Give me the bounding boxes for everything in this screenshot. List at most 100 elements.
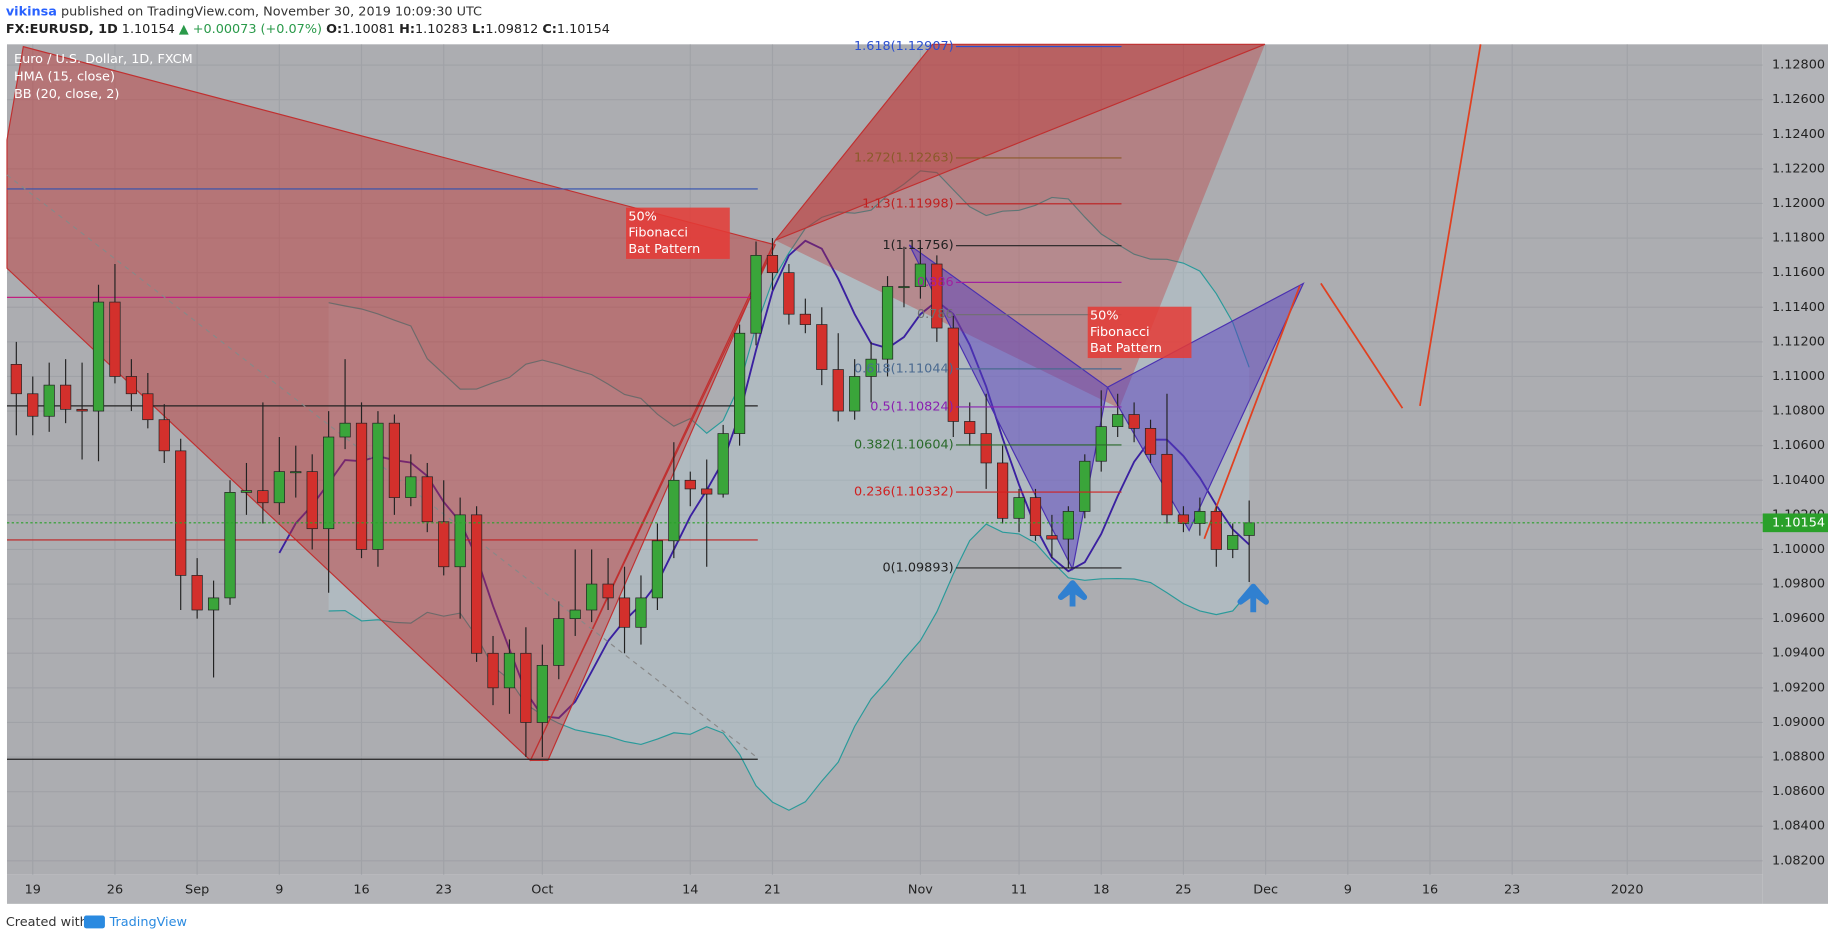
x-tick-label: 25 — [1175, 882, 1191, 897]
fib-label: 1.618(1.12907) — [854, 39, 954, 54]
quote-line: FX:EURUSD, 1D 1.10154 ▲ +0.00073 (+0.07%… — [6, 22, 610, 37]
y-tick-label: 1.09400 — [1772, 646, 1825, 661]
candle-body — [388, 422, 400, 498]
x-tick-label: Dec — [1253, 882, 1278, 897]
candle-body — [536, 665, 548, 723]
last: 1.10154 — [122, 22, 175, 37]
h-label: H: — [399, 22, 415, 37]
y-tick-label: 1.10400 — [1772, 473, 1825, 488]
candle-body — [931, 263, 943, 329]
candle-body — [257, 490, 269, 504]
y-tick-label: 1.08200 — [1772, 853, 1825, 868]
annotation-text: 50% — [628, 209, 656, 224]
annotation-text: Bat Pattern — [1090, 341, 1162, 356]
legend-item: HMA (15, close) — [14, 69, 115, 84]
candle-body — [240, 490, 253, 493]
c: 1.10154 — [557, 22, 610, 37]
time-axis — [6, 874, 1763, 904]
candle-body — [766, 255, 779, 274]
candle-body — [997, 462, 1009, 519]
candle-body — [487, 652, 499, 689]
last-price-label: 1.10154 — [1772, 515, 1825, 530]
bat-bcd — [1106, 282, 1305, 532]
x-tick-label: 2020 — [1611, 882, 1644, 897]
projection-line — [1203, 285, 1301, 540]
pattern-right — [529, 43, 1266, 761]
candle-body — [668, 479, 680, 542]
candle-body — [553, 618, 565, 666]
last-price-box — [1762, 513, 1828, 533]
candle-body — [306, 471, 318, 530]
candle-body — [1194, 511, 1206, 524]
annotation-text: Fibonacci — [628, 226, 688, 241]
x-tick-label: 26 — [107, 882, 123, 897]
candle-body — [980, 433, 992, 464]
y-tick-label: 1.09800 — [1772, 577, 1825, 592]
logo — [83, 915, 105, 929]
candle-body — [865, 358, 877, 377]
candle-body — [1112, 414, 1124, 427]
x-tick-label: 23 — [1504, 882, 1520, 897]
arrow — [1237, 583, 1269, 613]
candle-body — [1227, 535, 1239, 550]
published: published on TradingView.com, November 3… — [57, 4, 482, 19]
candle-body — [1128, 414, 1140, 429]
y-tick-label: 1.10000 — [1772, 542, 1825, 557]
y-tick-label: 1.12000 — [1772, 196, 1825, 211]
candle-body — [109, 301, 121, 377]
fib-label: 0.618(1.11044) — [854, 361, 954, 376]
candle-body — [339, 422, 351, 438]
x-tick-label: 16 — [353, 882, 369, 897]
fib-label: 1(1.11756) — [883, 238, 954, 253]
candle-body — [733, 332, 746, 434]
candle-body — [1046, 535, 1058, 540]
x-tick-label: Nov — [908, 882, 933, 897]
candle-body — [125, 376, 137, 395]
y-tick-label: 1.12200 — [1772, 161, 1825, 176]
projection-line — [1419, 44, 1482, 407]
legend-item: BB (20, close, 2) — [14, 87, 119, 102]
y-tick-label: 1.08400 — [1772, 819, 1825, 834]
x-tick-label: 14 — [682, 882, 698, 897]
l: 1.09812 — [485, 22, 538, 37]
candle-body — [503, 652, 516, 689]
candle-body — [520, 652, 532, 723]
candle-body — [1013, 497, 1025, 519]
candle-body — [207, 597, 220, 611]
candle-body — [273, 471, 285, 504]
candle-body — [454, 514, 466, 568]
arrow — [1057, 580, 1088, 607]
candle-body — [323, 436, 335, 530]
labels: Euro / U.S. Dollar, 1D, FXCM HMA (15, cl… — [14, 39, 1828, 897]
candle-body — [750, 255, 762, 334]
y-tick-label: 1.09000 — [1772, 715, 1825, 730]
x-tick-label: 9 — [275, 882, 283, 897]
candle-body — [964, 421, 976, 434]
y-tick-label: 1.09200 — [1772, 680, 1825, 695]
c-label: C: — [542, 22, 557, 37]
projection-line — [1320, 282, 1404, 409]
candle-body — [27, 393, 39, 417]
candle-body — [60, 384, 72, 410]
candle-body — [158, 419, 170, 452]
y-tick-label: 1.11000 — [1772, 369, 1825, 384]
y-tick-label: 1.12800 — [1772, 58, 1825, 73]
fib-label: 0.5(1.10824) — [870, 399, 953, 414]
annotation-box — [1087, 306, 1192, 359]
candle-body — [43, 384, 55, 417]
fib-label: 0.382(1.10604) — [854, 437, 954, 452]
y-tick-label: 1.10600 — [1772, 438, 1825, 453]
candle-body — [783, 272, 795, 315]
candle-body — [947, 327, 959, 422]
candle-body — [569, 609, 581, 620]
candle-body — [1144, 428, 1157, 455]
y-tick-label: 1.11800 — [1772, 231, 1825, 246]
x-tick-label: Oct — [531, 882, 553, 897]
candle-body — [405, 476, 417, 498]
candle-body — [1062, 511, 1074, 540]
candle-body — [717, 433, 729, 495]
candle-body — [684, 479, 696, 490]
candle-body — [175, 450, 187, 576]
